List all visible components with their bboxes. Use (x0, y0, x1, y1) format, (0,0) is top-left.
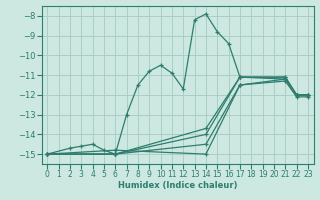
X-axis label: Humidex (Indice chaleur): Humidex (Indice chaleur) (118, 181, 237, 190)
